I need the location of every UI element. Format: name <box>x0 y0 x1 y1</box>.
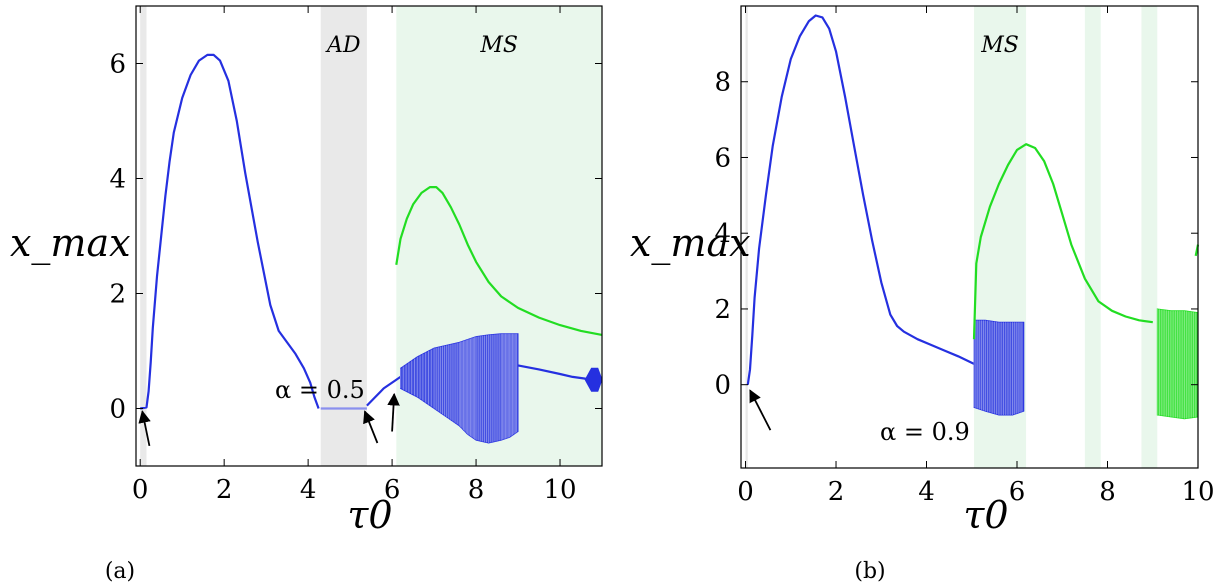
region-label: MS <box>479 33 518 58</box>
x-tick-label: 2 <box>828 477 845 507</box>
alpha-annotation: α = 0.5 <box>275 376 365 404</box>
x-tick-label: 0 <box>737 477 754 507</box>
series-line-5 <box>395 186 603 336</box>
x-axis-label: τ0 <box>347 493 392 537</box>
annotation-arrow <box>749 389 772 431</box>
y-tick-label: 6 <box>714 143 731 173</box>
shaded-region-2 <box>1084 6 1101 468</box>
panel-label: (a) <box>105 559 135 584</box>
x-tick-label: 6 <box>384 475 401 505</box>
shaded-region-1 <box>320 6 367 466</box>
series-band-1 <box>973 319 1025 416</box>
series-line-2 <box>366 375 402 407</box>
x-tick-label: 0 <box>132 475 149 505</box>
panel-a: AD MS 0 2 4 6 8 10 0 2 4 6 α = 0.5 x_max τ0 (a) <box>10 5 603 584</box>
y-tick-label: 4 <box>109 165 126 195</box>
series-band-6 <box>400 333 519 444</box>
region-label: MS <box>980 33 1019 58</box>
y-tick-label: 2 <box>714 295 731 325</box>
y-axis-label: x_max <box>630 221 751 266</box>
x-tick-label: 2 <box>216 475 233 505</box>
y-tick-label: 8 <box>714 68 731 98</box>
y-tick-label: 0 <box>109 395 126 425</box>
x-tick-label: 8 <box>1099 477 1116 507</box>
axes-frame <box>740 5 1199 469</box>
panel-label: (b) <box>854 559 885 584</box>
annotation-arrow <box>138 410 151 447</box>
x-tick-label: 6 <box>1009 477 1026 507</box>
y-tick-label: 6 <box>109 50 126 80</box>
y-tick-label: 0 <box>714 371 731 401</box>
axes-frame <box>135 5 603 467</box>
series-line-0 <box>746 14 975 385</box>
x-tick-label: 8 <box>468 475 485 505</box>
x-tick-label: 4 <box>300 475 317 505</box>
region-label: AD <box>325 33 361 58</box>
x-axis-label: τ0 <box>963 493 1008 537</box>
annotation-arrow <box>363 410 379 444</box>
x-tick-label: 10 <box>543 475 576 505</box>
shaded-region-0 <box>745 6 748 468</box>
shaded-region-0 <box>140 6 147 466</box>
y-tick-label: 4 <box>714 219 731 249</box>
shaded-region-3 <box>1141 6 1158 468</box>
y-tick-label: 2 <box>109 280 126 310</box>
series-line-2 <box>972 143 1153 340</box>
series-line-0 <box>140 53 320 410</box>
annotation-arrow <box>387 392 400 432</box>
alpha-annotation: α = 0.9 <box>880 418 970 446</box>
x-tick-label: 10 <box>1181 477 1214 507</box>
x-tick-label: 4 <box>918 477 935 507</box>
panel-b: MS 0 2 4 6 8 10 0 2 4 6 8 α = 0.9 x_max τ0 (b) <box>630 5 1215 584</box>
y-axis-label: x_max <box>10 221 131 266</box>
